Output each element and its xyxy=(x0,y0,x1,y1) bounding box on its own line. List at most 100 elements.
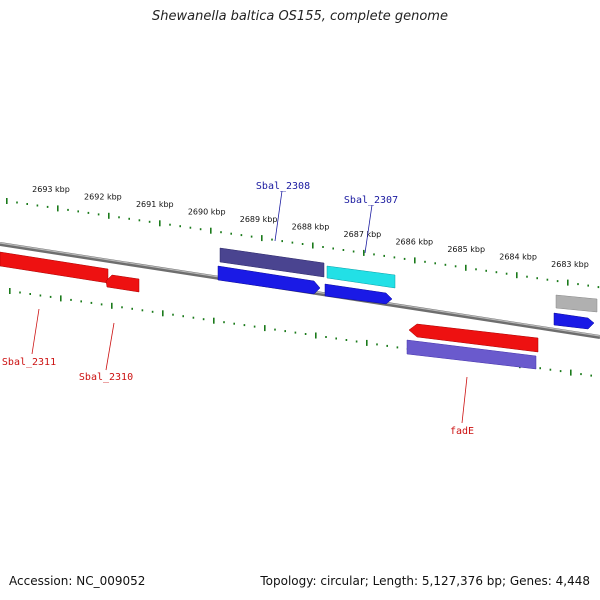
scale-tick-minor xyxy=(253,325,256,328)
gene-label-sbal2310[interactable]: Sbal_2310 xyxy=(79,372,133,383)
scale-tick-major xyxy=(210,227,212,234)
scale-tick-minor xyxy=(179,225,181,228)
topology-summary: Topology: circular; Length: 5,127,376 bp… xyxy=(260,574,590,588)
scale-tick-minor xyxy=(49,295,52,298)
gene-sbal2310[interactable] xyxy=(105,274,140,293)
scale-tick-minor xyxy=(434,262,436,265)
scale-tick-minor xyxy=(393,256,396,259)
scale-label: 2690 kbp xyxy=(188,208,226,217)
scale-tick-minor xyxy=(199,228,202,231)
scale-tick-minor xyxy=(352,250,355,253)
gene-sbal2307[interactable] xyxy=(326,265,396,289)
gene-fadE[interactable] xyxy=(408,323,539,353)
scale-tick-major xyxy=(108,212,110,219)
scale-tick-minor xyxy=(546,278,549,281)
scale-tick-minor xyxy=(271,238,273,241)
scale-tick-minor xyxy=(373,253,375,256)
scale-tick-major xyxy=(111,302,113,309)
scale-tick-minor xyxy=(46,205,49,208)
scale-tick-minor xyxy=(240,234,243,237)
scale-tick-major xyxy=(516,272,518,279)
scale-tick-minor xyxy=(325,336,327,338)
scale-tick-minor xyxy=(396,346,399,349)
scale-tick-major xyxy=(6,198,8,204)
gene-gray[interactable] xyxy=(555,294,598,313)
scale-tick-minor xyxy=(16,201,18,204)
scale-tick-minor xyxy=(169,223,171,226)
scale-tick-major xyxy=(57,205,59,212)
scale-tick-minor xyxy=(383,254,385,257)
scale-tick-major xyxy=(264,325,266,332)
gene-label-sbal2307[interactable]: Sbal_2307 xyxy=(344,195,398,206)
scale-label: 2689 kbp xyxy=(240,215,278,224)
scale-tick-major xyxy=(366,339,368,346)
scale-tick-minor xyxy=(526,275,528,278)
scale-label: 2693 kbp xyxy=(32,185,70,194)
scale-tick-major xyxy=(159,220,161,227)
gene-blue-1[interactable] xyxy=(217,265,321,295)
scale-tick-minor xyxy=(148,220,151,223)
scale-tick-major xyxy=(363,249,365,256)
scale-tick-minor xyxy=(580,373,582,376)
scale-tick-minor xyxy=(304,333,307,335)
scale-tick-major xyxy=(213,317,215,324)
scale-tick-minor xyxy=(39,294,42,297)
scale-tick-major xyxy=(9,288,11,294)
scale-tick-minor xyxy=(141,309,144,312)
scale-tick-minor xyxy=(192,316,195,319)
scale-tick-minor xyxy=(597,286,600,289)
scale-tick-minor xyxy=(67,208,69,211)
scale-tick-minor xyxy=(281,240,283,243)
scale-tick-minor xyxy=(322,246,324,248)
scale-label: 2683 kbp xyxy=(551,260,589,269)
scale-tick-minor xyxy=(250,235,253,238)
scale-tick-minor xyxy=(539,367,541,370)
scale-tick-minor xyxy=(332,247,334,250)
scale-tick-minor xyxy=(335,337,337,340)
scale-tick-minor xyxy=(29,293,31,295)
scale-tick-minor xyxy=(189,226,192,229)
gene-light-purple[interactable] xyxy=(406,339,537,370)
scale-label: 2685 kbp xyxy=(447,245,485,254)
scale-tick-minor xyxy=(100,303,103,306)
scale-ticks-top xyxy=(6,198,600,289)
scale-tick-minor xyxy=(182,315,184,318)
gene-blue-2[interactable] xyxy=(324,283,393,305)
scale-tick-minor xyxy=(495,271,498,274)
scale-tick-minor xyxy=(26,203,28,205)
scale-tick-minor xyxy=(475,268,477,271)
scale-tick-minor xyxy=(291,241,294,244)
scale-label: 2687 kbp xyxy=(344,230,382,239)
scale-label: 2692 kbp xyxy=(84,193,122,202)
scale-tick-minor xyxy=(485,269,487,272)
gene-label-sbal2308[interactable]: Sbal_2308 xyxy=(256,181,310,192)
scale-tick-minor xyxy=(301,243,304,245)
scale-tick-major xyxy=(465,264,467,271)
scale-tick-major xyxy=(162,310,164,317)
scale-tick-minor xyxy=(403,257,406,260)
gene-sbal2308[interactable] xyxy=(219,247,325,278)
scale-tick-major xyxy=(570,369,572,376)
gene-blue-3[interactable] xyxy=(553,312,595,330)
scale-tick-minor xyxy=(444,263,447,266)
scale-tick-minor xyxy=(556,280,559,283)
scale-tick-minor xyxy=(19,291,21,294)
scale-tick-minor xyxy=(294,331,297,334)
scale-tick-minor xyxy=(355,340,358,343)
scale-tick-major xyxy=(312,242,314,249)
scale-tick-minor xyxy=(590,374,592,377)
scale-label: 2691 kbp xyxy=(136,200,174,209)
scale-tick-minor xyxy=(345,339,348,341)
scale-tick-minor xyxy=(386,344,388,347)
scale-tick-minor xyxy=(243,324,246,327)
scale-label: 2684 kbp xyxy=(499,253,537,262)
scale-tick-minor xyxy=(77,210,79,213)
scale-label: 2686 kbp xyxy=(395,238,433,247)
gene-label-sbal2311[interactable]: Sbal_2311 xyxy=(2,357,56,368)
gene-label-fadE[interactable]: fadE xyxy=(450,426,474,437)
scale-tick-minor xyxy=(90,301,93,304)
scale-tick-minor xyxy=(87,211,90,214)
scale-tick-minor xyxy=(577,283,579,286)
scale-tick-minor xyxy=(80,300,82,303)
